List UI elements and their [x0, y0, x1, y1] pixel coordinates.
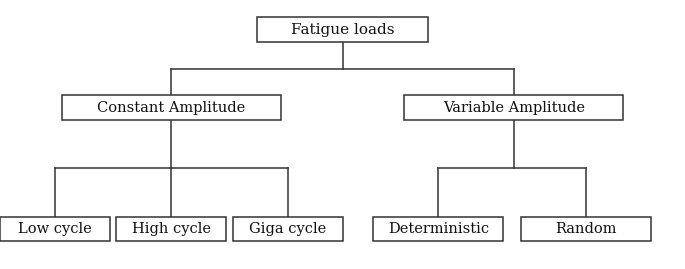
Text: Deterministic: Deterministic	[388, 222, 489, 236]
FancyBboxPatch shape	[373, 217, 503, 241]
FancyBboxPatch shape	[257, 17, 428, 42]
FancyBboxPatch shape	[62, 95, 281, 120]
Text: Low cycle: Low cycle	[18, 222, 92, 236]
Text: Fatigue loads: Fatigue loads	[290, 23, 395, 37]
Text: Random: Random	[555, 222, 616, 236]
FancyBboxPatch shape	[116, 217, 226, 241]
FancyBboxPatch shape	[404, 95, 623, 120]
FancyBboxPatch shape	[233, 217, 342, 241]
Text: High cycle: High cycle	[132, 222, 211, 236]
Text: Constant Amplitude: Constant Amplitude	[97, 101, 245, 115]
Text: Variable Amplitude: Variable Amplitude	[443, 101, 585, 115]
Text: Giga cycle: Giga cycle	[249, 222, 326, 236]
FancyBboxPatch shape	[0, 217, 110, 241]
FancyBboxPatch shape	[521, 217, 651, 241]
